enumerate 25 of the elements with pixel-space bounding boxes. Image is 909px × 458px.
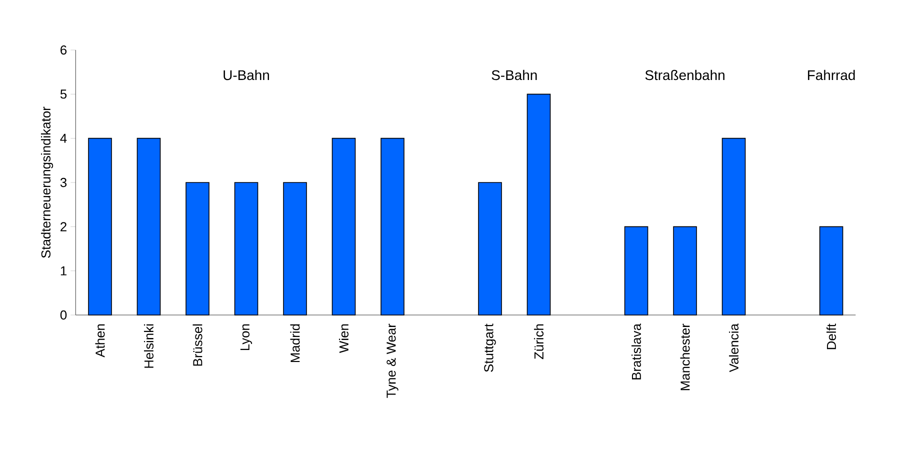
x-tick-label: Helsinki [144,324,154,368]
y-tick-label: 2 [60,222,66,232]
x-tick-label: Delft [826,324,836,350]
x-tick-label: Wien [338,324,349,353]
x-tick-label: Lyon [240,324,252,350]
x-tick-label: Manchester [680,324,690,390]
x-tick-label: Stuttgart [484,324,496,372]
x-tick-label: Tyne & Wear [386,324,398,398]
y-axis-title: Stadterneuerungsindikator [40,106,54,258]
annotation: Straßenbahn [645,70,724,80]
y-tick-label: 5 [60,90,67,99]
x-tick-label: Madrid [290,324,300,362]
y-tick-label: 4 [60,134,67,143]
y-tick-label: 6 [60,45,67,55]
annotation: S-Bahn [492,70,537,80]
x-tick-label: Zürich [534,324,544,360]
y-tick-label: 3 [60,178,67,188]
x-tick-label: Brüssel [192,324,202,366]
x-tick-label: Bratislava [631,324,642,380]
x-tick-label: Athen [95,324,105,358]
y-tick-label: 1 [60,266,66,276]
annotation: U-Bahn [224,70,269,80]
x-tick-label: Valencia [728,324,739,372]
y-tick-label: 0 [60,310,67,320]
annotation: Fahrrad [808,70,855,80]
